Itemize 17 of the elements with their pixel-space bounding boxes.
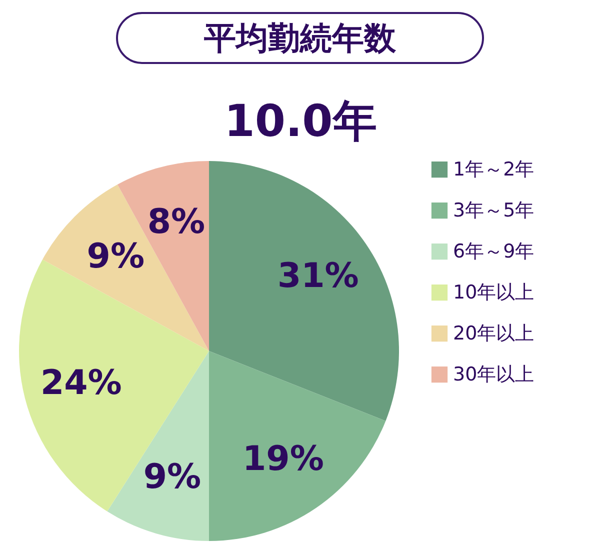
chart-title: 平均勤続年数 — [116, 12, 484, 64]
pie-slice — [209, 351, 386, 541]
legend-label: 1年～2年 — [453, 158, 534, 180]
legend-label: 3年～5年 — [453, 200, 534, 222]
data-label: 24% — [40, 362, 122, 403]
data-label: 31% — [277, 256, 359, 296]
chart-subtitle: 10.0年 — [223, 95, 378, 149]
data-label: 8% — [147, 202, 206, 242]
legend-label: 10年以上 — [453, 282, 534, 304]
legend-label: 20年以上 — [453, 322, 534, 344]
data-label: 9% — [143, 456, 202, 497]
data-label: 9% — [86, 236, 145, 277]
pie-slice — [209, 161, 399, 421]
data-label: 19% — [242, 439, 324, 480]
legend-label: 30年以上 — [453, 364, 534, 386]
legend-label: 6年～9年 — [453, 240, 534, 262]
pie-slice — [42, 184, 209, 351]
